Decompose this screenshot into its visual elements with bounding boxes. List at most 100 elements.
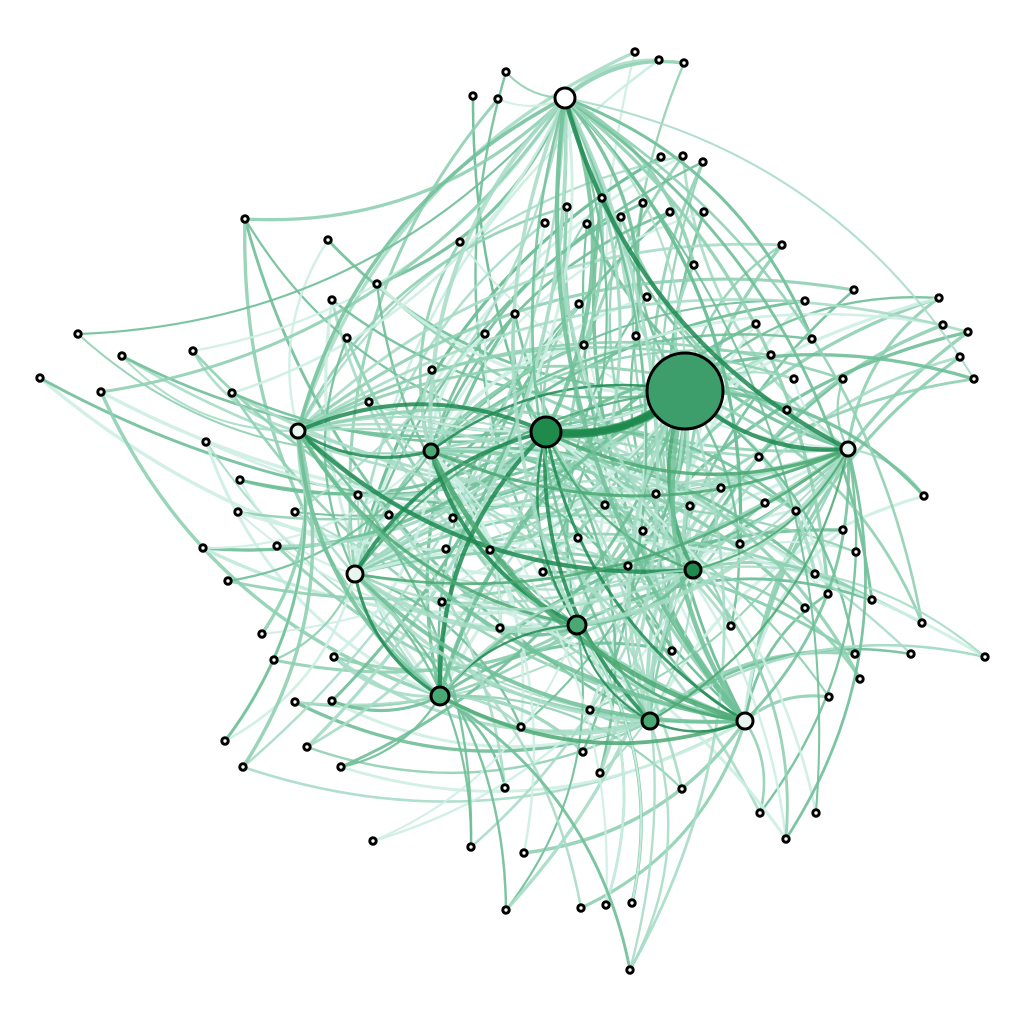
leaf-node xyxy=(623,561,633,571)
leaf-node xyxy=(679,58,689,68)
graph-edge xyxy=(544,430,656,972)
graph-edge xyxy=(332,655,652,733)
leaf-node xyxy=(699,207,709,217)
leaf-node xyxy=(760,498,770,508)
leaf-node xyxy=(938,320,948,330)
graph-edge xyxy=(563,59,686,100)
graph-edge xyxy=(648,447,850,723)
leaf-node xyxy=(755,808,765,818)
graph-edge xyxy=(691,447,850,572)
leaf-node xyxy=(726,621,736,631)
leaf-node xyxy=(766,350,776,360)
graph-edge xyxy=(648,647,913,723)
leaf-node xyxy=(585,705,595,715)
graph-edge xyxy=(575,623,747,723)
leaf-node xyxy=(437,597,447,607)
leaf-node xyxy=(698,157,708,167)
leaf-node xyxy=(600,500,610,510)
graph-edge xyxy=(544,430,695,572)
graph-edge xyxy=(575,623,643,905)
leaf-node xyxy=(73,329,83,339)
graph-edge xyxy=(330,694,442,713)
leaf-node xyxy=(573,533,583,543)
leaf-node xyxy=(384,510,394,520)
graph-edge xyxy=(296,429,433,459)
hub-node xyxy=(735,711,755,731)
leaf-node xyxy=(323,235,333,245)
leaf-node xyxy=(201,437,211,447)
graph-edge xyxy=(353,568,695,611)
graph-edge xyxy=(648,719,747,733)
leaf-node xyxy=(677,784,687,794)
leaf-node xyxy=(538,567,548,577)
graph-edge xyxy=(295,428,443,699)
leaf-node xyxy=(934,293,944,303)
graph-edge xyxy=(563,96,687,393)
graph-edge xyxy=(353,447,850,586)
graph-edge xyxy=(339,694,442,769)
node-layer xyxy=(35,47,990,975)
graph-edge xyxy=(293,389,687,517)
leaf-node xyxy=(290,507,300,517)
leaf-node xyxy=(754,452,764,462)
graph-edge xyxy=(504,623,584,912)
graph-edge xyxy=(574,446,851,628)
leaf-node xyxy=(96,387,106,397)
graph-edge xyxy=(353,572,747,724)
leaf-node xyxy=(627,898,637,908)
graph-edge xyxy=(296,429,473,849)
graph-edge xyxy=(563,96,814,341)
hub-node xyxy=(683,560,703,580)
leaf-node xyxy=(327,696,337,706)
leaf-node xyxy=(667,646,677,656)
hub-node xyxy=(640,711,660,731)
graph-edge xyxy=(670,388,748,724)
leaf-node xyxy=(448,513,458,523)
leaf-node xyxy=(917,618,927,628)
graph-edge xyxy=(288,238,330,433)
graph-edge xyxy=(76,96,567,336)
graph-edge xyxy=(295,402,549,435)
leaf-node xyxy=(272,541,282,551)
hub-node xyxy=(345,564,365,584)
hub-node xyxy=(553,86,577,110)
graph-edge xyxy=(544,430,850,476)
graph-edge xyxy=(296,298,970,433)
leaf-node xyxy=(838,525,848,535)
graph-edge xyxy=(296,340,845,433)
leaf-node xyxy=(455,237,465,247)
leaf-node xyxy=(233,507,243,517)
graph-edge xyxy=(743,719,766,815)
graph-edge xyxy=(691,323,945,572)
graph-edge xyxy=(691,540,858,572)
leaf-node xyxy=(867,595,877,605)
graph-edge xyxy=(375,282,687,395)
leaf-node xyxy=(353,490,363,500)
graph-edge xyxy=(324,298,442,698)
leaf-node xyxy=(625,965,635,975)
leaf-node xyxy=(955,352,965,362)
graph-edge xyxy=(241,429,315,769)
leaf-node xyxy=(642,292,652,302)
hub-node xyxy=(839,440,857,458)
leaf-node xyxy=(427,365,437,375)
leaf-node xyxy=(117,351,127,361)
leaf-node xyxy=(855,674,865,684)
graph-edge xyxy=(236,447,850,553)
leaf-node xyxy=(850,649,860,659)
graph-edge xyxy=(353,572,583,910)
hub-node xyxy=(422,442,440,460)
leaf-node xyxy=(980,652,990,662)
leaf-node xyxy=(849,285,859,295)
leaf-node xyxy=(782,405,792,415)
graph-edge xyxy=(469,389,687,849)
hub-node xyxy=(289,422,307,440)
leaf-node xyxy=(906,649,916,659)
graph-edge xyxy=(99,96,567,394)
hub-node xyxy=(529,415,563,449)
leaf-node xyxy=(493,94,503,104)
leaf-node xyxy=(811,808,821,818)
leaf-node xyxy=(630,47,640,57)
leaf-node xyxy=(800,603,810,613)
graph-edge xyxy=(191,349,300,433)
